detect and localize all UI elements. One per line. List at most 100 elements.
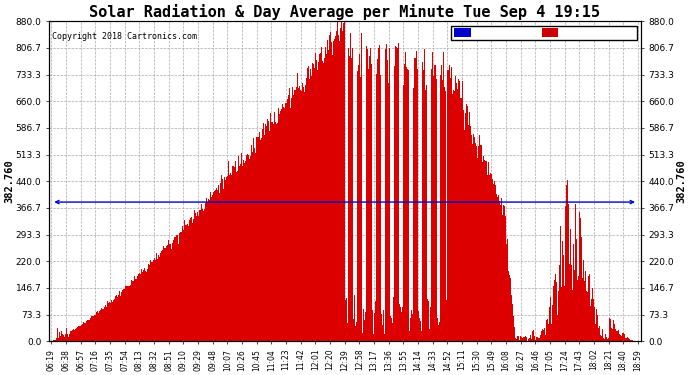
- Bar: [251, 145, 252, 341]
- Bar: [566, 186, 567, 341]
- Bar: [159, 256, 160, 341]
- Bar: [285, 104, 286, 341]
- Bar: [601, 336, 602, 341]
- Bar: [299, 90, 301, 341]
- Bar: [389, 48, 391, 341]
- Bar: [181, 230, 182, 341]
- Bar: [204, 209, 205, 341]
- Bar: [63, 335, 64, 341]
- Bar: [177, 235, 178, 341]
- Bar: [219, 193, 220, 341]
- Bar: [248, 154, 249, 341]
- Bar: [459, 81, 460, 341]
- Bar: [610, 325, 611, 341]
- Bar: [122, 290, 123, 341]
- Bar: [355, 326, 356, 341]
- Bar: [401, 312, 402, 341]
- Bar: [560, 226, 561, 341]
- Bar: [617, 327, 618, 341]
- Bar: [250, 156, 251, 341]
- Bar: [525, 336, 526, 341]
- Bar: [81, 324, 82, 341]
- Bar: [224, 177, 225, 341]
- Bar: [443, 52, 444, 341]
- Bar: [306, 78, 307, 341]
- Bar: [96, 312, 97, 341]
- Bar: [206, 198, 207, 341]
- Bar: [537, 338, 538, 341]
- Bar: [240, 164, 241, 341]
- Bar: [84, 323, 85, 341]
- Bar: [104, 307, 105, 341]
- Bar: [172, 243, 173, 341]
- Bar: [297, 73, 298, 341]
- Bar: [629, 339, 630, 341]
- Bar: [131, 280, 132, 341]
- Bar: [582, 286, 583, 341]
- Bar: [555, 294, 556, 341]
- Bar: [417, 69, 418, 341]
- Bar: [463, 110, 464, 341]
- Bar: [559, 244, 560, 341]
- Bar: [388, 78, 389, 341]
- Bar: [434, 65, 435, 341]
- Bar: [161, 251, 162, 341]
- Bar: [509, 275, 510, 341]
- Bar: [310, 54, 311, 341]
- Bar: [370, 48, 371, 341]
- Bar: [54, 340, 55, 341]
- Bar: [65, 334, 66, 341]
- Bar: [117, 297, 118, 341]
- Bar: [593, 298, 594, 341]
- Bar: [466, 121, 467, 341]
- Bar: [314, 83, 315, 341]
- Bar: [249, 159, 250, 341]
- Bar: [372, 303, 373, 341]
- Bar: [523, 337, 524, 341]
- Bar: [66, 328, 67, 341]
- Bar: [383, 310, 384, 341]
- Bar: [98, 313, 99, 341]
- Bar: [425, 90, 426, 341]
- Bar: [196, 216, 197, 341]
- Bar: [309, 79, 310, 341]
- Bar: [438, 326, 439, 341]
- Bar: [247, 154, 248, 341]
- Title: Solar Radiation & Day Average per Minute Tue Sep 4 19:15: Solar Radiation & Day Average per Minute…: [90, 4, 600, 20]
- Bar: [60, 336, 61, 341]
- Bar: [564, 286, 565, 341]
- Bar: [211, 197, 212, 341]
- Bar: [529, 338, 530, 341]
- Bar: [362, 333, 363, 341]
- Bar: [342, 31, 343, 341]
- Bar: [272, 122, 273, 341]
- Bar: [82, 324, 83, 341]
- Bar: [58, 338, 59, 341]
- Bar: [157, 255, 159, 341]
- Bar: [215, 195, 217, 341]
- Bar: [121, 292, 122, 341]
- Bar: [213, 192, 214, 341]
- Bar: [230, 173, 231, 341]
- Bar: [422, 62, 423, 341]
- Bar: [91, 316, 92, 341]
- Bar: [168, 240, 169, 341]
- Bar: [312, 63, 313, 341]
- Bar: [415, 47, 417, 341]
- Bar: [162, 249, 163, 341]
- Bar: [535, 340, 536, 341]
- Bar: [497, 187, 498, 341]
- Bar: [478, 146, 479, 341]
- Bar: [585, 271, 586, 341]
- Bar: [126, 286, 127, 341]
- Bar: [499, 201, 500, 341]
- Bar: [257, 136, 258, 341]
- Bar: [421, 332, 422, 341]
- Bar: [79, 326, 80, 341]
- Bar: [368, 56, 369, 341]
- Bar: [631, 339, 632, 341]
- Bar: [133, 281, 134, 341]
- Bar: [410, 315, 411, 341]
- Bar: [406, 67, 407, 341]
- Bar: [618, 330, 619, 341]
